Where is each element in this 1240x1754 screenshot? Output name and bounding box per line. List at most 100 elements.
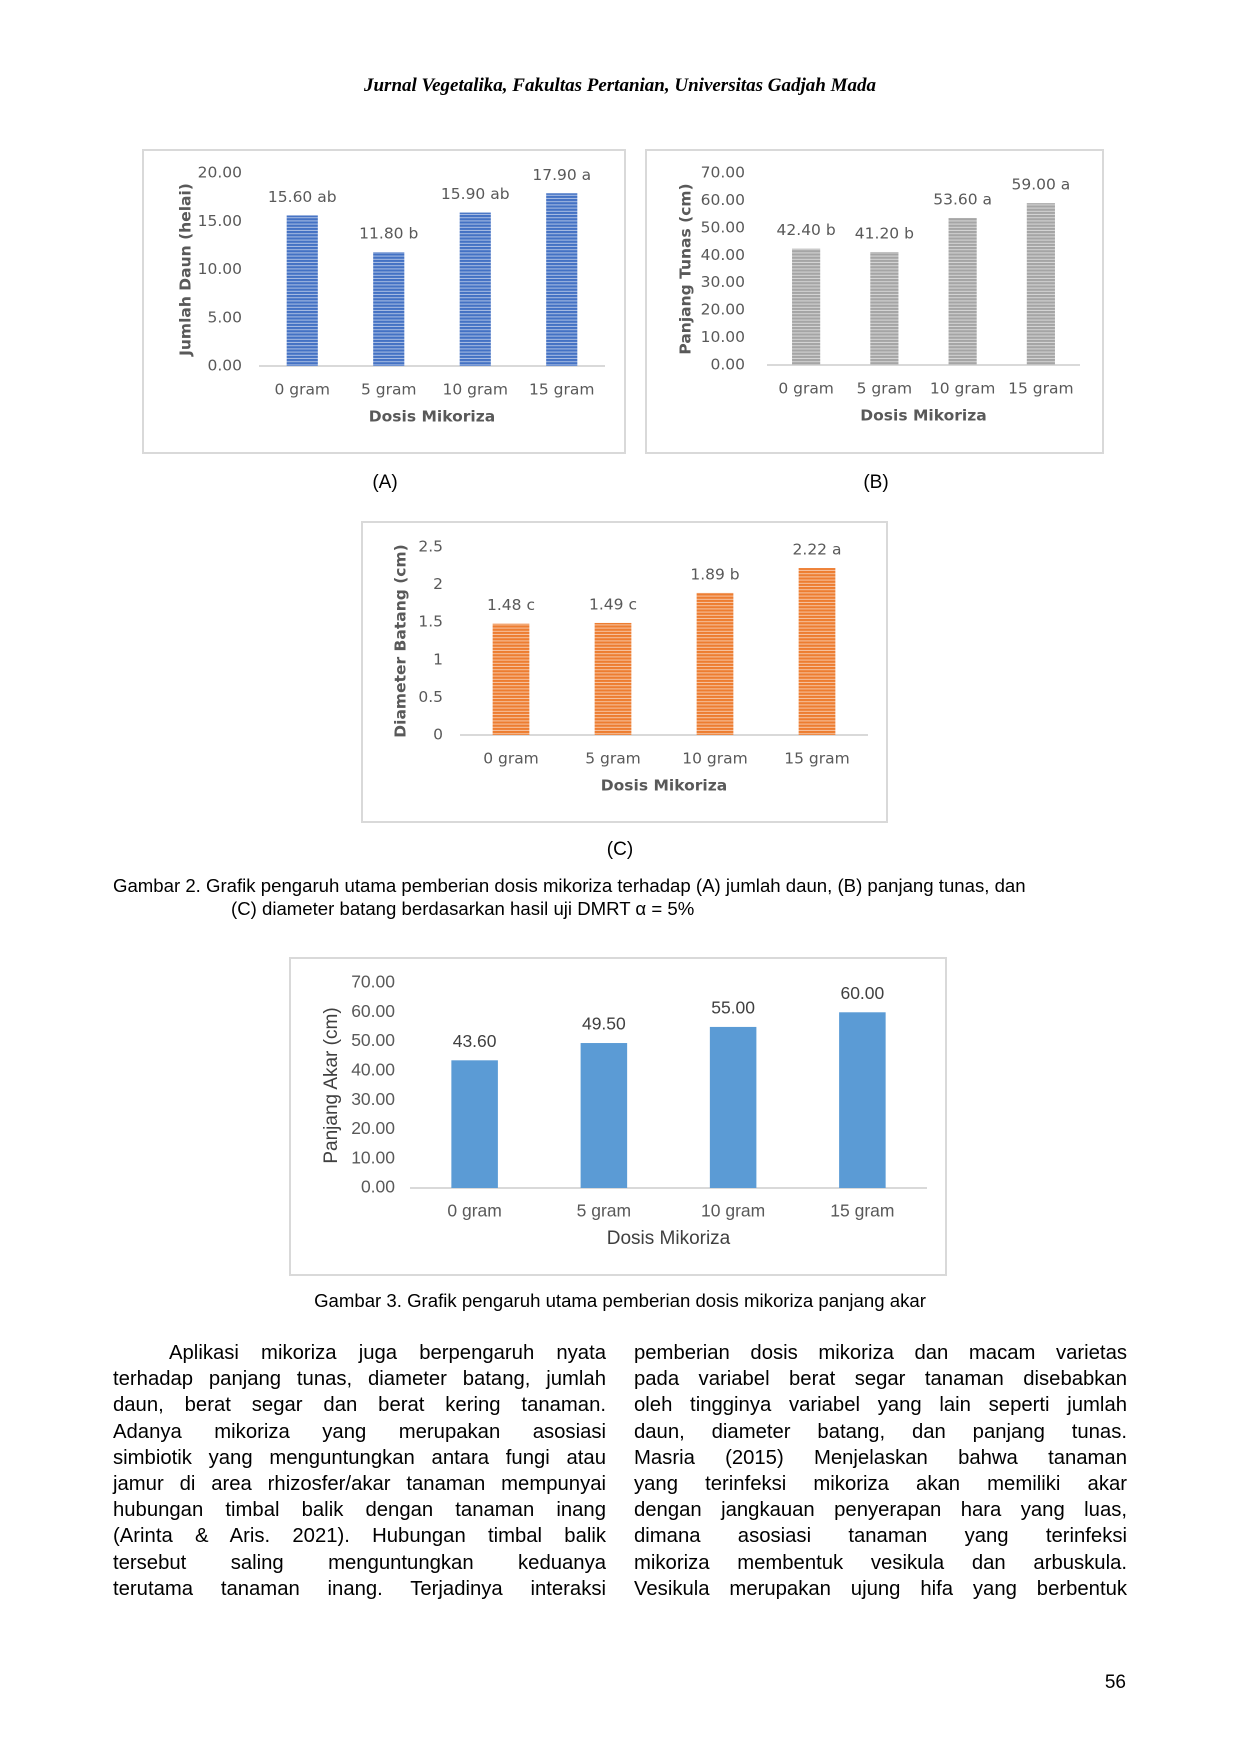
data-label: 59.00 a [1011,176,1070,194]
x-tick-label: 0 gram [778,380,834,398]
chart: 0.00 10.00 20.00 30.00 40.00 50.00 60.00 70.00 4… [321,972,927,1249]
text-line: daun, diameter batang, dan panjang tunas… [634,1420,1127,1443]
text-column: pemberian dosis mikoriza dan macam varie… [634,1340,1127,1602]
bar [594,622,632,735]
x-tick-label: 10 gram [930,380,995,398]
bar [696,592,734,735]
x-tick-label: 10 gram [443,381,508,399]
text-line: mikoriza membentuk vesikula dan arbuskul… [634,1551,1127,1574]
y-tick-label: 20.00 [351,1118,395,1138]
text-line: terhadap panjang tunas, diameter batang,… [113,1368,606,1391]
y-axis-title: Panjang Akar (cm) [321,1007,342,1163]
text-line: oleh tingginya variabel yang lain sepert… [634,1394,1127,1417]
bar [459,212,491,366]
x-tick-label: 15 gram [1008,380,1073,398]
y-tick-label: 0 [433,726,443,744]
bar [492,623,530,735]
data-label: 15.60 ab [268,188,337,206]
text-line: Masria (2015) Menjelaskan bahwa tanaman [634,1446,1127,1469]
x-tick-label: 0 gram [483,750,539,768]
chart: 0.00 5.00 10.00 15.00 20.00 15.60 ab 0 gram 11.… [177,164,605,426]
data-label: 41.20 b [855,224,914,242]
y-tick-label: 60.00 [701,191,745,209]
bar [373,252,405,366]
y-tick-label: 1 [433,650,443,668]
y-tick-label: 30.00 [701,273,745,291]
y-tick-label: 70.00 [351,972,395,992]
bar [580,1043,628,1188]
y-tick-label: 10.00 [701,328,745,346]
x-axis-title: Dosis Mikoriza [369,408,495,426]
chart-box: 0.00 10.00 20.00 30.00 40.00 50.00 60.00 70.00 4… [645,149,1104,454]
y-tick-label: 0.00 [710,356,745,374]
data-label: 1.48 c [487,596,535,614]
bar [451,1060,498,1188]
x-tick-label: 5 gram [577,1201,631,1221]
data-label: 1.49 c [589,595,637,613]
bar [839,1012,886,1188]
y-tick-label: 5.00 [207,308,242,326]
y-axis-title: Panjang Tunas (cm) [677,183,695,354]
data-label: 15.90 ab [441,185,510,203]
panel-label: (A) [372,472,398,493]
text-line: tersebut saling menguntungkan keduanya [113,1551,606,1574]
y-tick-label: 30.00 [351,1089,395,1109]
y-tick-label: 0.00 [361,1177,395,1197]
y-tick-label: 40.00 [351,1059,395,1079]
text-line: pada variabel berat segar tanaman diseba… [634,1368,1127,1391]
y-tick-label: 60.00 [351,1001,395,1021]
y-tick-label: 1.5 [418,613,443,631]
data-label: 55.00 [711,998,755,1018]
y-tick-label: 2.5 [418,538,443,556]
text-line: daun, berat segar dan berat kering tanam… [113,1394,606,1417]
text-column: Aplikasi mikoriza juga berpengaruh nyata… [113,1340,606,1602]
data-label: 60.00 [840,983,884,1003]
bar [792,248,821,365]
bar [546,193,578,366]
y-tick-label: 0.5 [418,688,443,706]
x-axis-title: Dosis Mikoriza [860,407,986,425]
y-tick-label: 20.00 [701,301,745,319]
chart: 0 0.5 1 1.5 2 2.5 1.48 c 0 gram 1.49 c 5 gram 1.89… [392,538,868,795]
y-tick-label: 0.00 [207,357,242,375]
panel-label: (C) [606,839,634,860]
x-tick-label: 5 gram [585,750,641,768]
x-tick-label: 5 gram [361,381,417,399]
chart-box: 0 0.5 1 1.5 2 2.5 1.48 c 0 gram 1.49 c 5 gram 1.89… [361,521,888,823]
y-tick-label: 15.00 [198,212,242,230]
y-tick-label: 20.00 [198,164,242,182]
x-axis-title: Dosis Mikoriza [607,1228,731,1249]
running-header: Jurnal Vegetalika, Fakultas Pertanian, U… [363,75,877,96]
y-tick-label: 70.00 [701,164,745,182]
text-line: simbiotik yang menguntungkan antara fung… [113,1446,606,1469]
bar [1026,203,1055,365]
x-tick-label: 0 gram [274,381,330,399]
data-label: 43.60 [453,1031,497,1051]
x-tick-label: 5 gram [857,380,913,398]
text-line: jamur di area rhizosfer/akar tanaman mem… [113,1473,606,1496]
data-label: 17.90 a [532,166,591,184]
text-line: terutama tanaman inang. Terjadinya inter… [113,1577,606,1600]
data-label: 11.80 b [359,225,418,243]
text-line: (Arinta & Aris. 2021). Hubungan timbal b… [113,1525,606,1548]
bar [286,215,318,366]
chart: 0.00 10.00 20.00 30.00 40.00 50.00 60.00 70.00 4… [677,164,1080,425]
y-tick-label: 10.00 [351,1147,395,1167]
x-tick-label: 10 gram [701,1201,765,1221]
bar [948,217,977,365]
text-line: pemberian dosis mikoriza dan macam varie… [634,1342,1127,1364]
text-line: dengan jangkauan penyerapan hara yang lu… [634,1499,1127,1522]
y-tick-label: 2 [433,575,443,593]
bar [709,1026,757,1188]
data-label: 2.22 a [793,541,842,559]
x-tick-label: 15 gram [784,750,849,768]
text-line: hubungan timbal balik dengan tanaman ina… [113,1499,606,1522]
y-tick-label: 50.00 [701,218,745,236]
figure-caption: (C) diameter batang berdasarkan hasil uj… [231,898,695,919]
text-line: Adanya mikoriza yang merupakan asosiasi [113,1420,606,1443]
bar [798,568,836,735]
x-tick-label: 0 gram [447,1201,501,1221]
figure-caption: Gambar 2. Grafik pengaruh utama pemberia… [113,875,1026,896]
x-axis-title: Dosis Mikoriza [601,777,727,795]
